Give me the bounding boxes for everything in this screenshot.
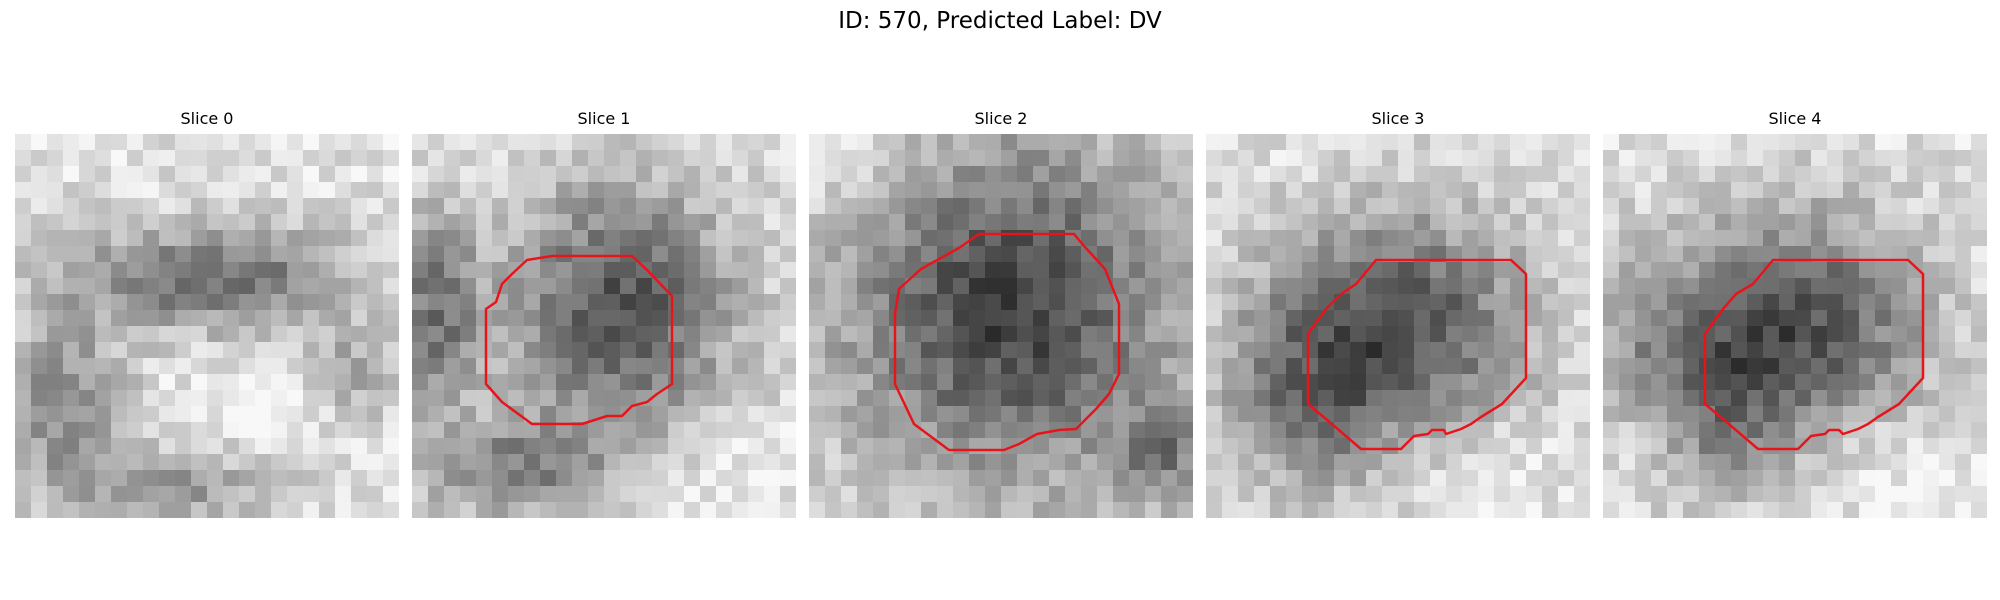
panel-title: Slice 4 xyxy=(1768,109,1822,128)
segmentation-contour xyxy=(1306,258,1528,451)
segmentation-contour xyxy=(893,232,1121,452)
panel-title: Slice 2 xyxy=(974,109,1028,128)
segmentation-contour xyxy=(484,254,674,426)
slice-1-image xyxy=(412,134,796,518)
figure-title: ID: 570, Predicted Label: DV xyxy=(838,8,1162,34)
panel-title: Slice 0 xyxy=(180,109,234,128)
segmentation-contour xyxy=(1703,258,1925,451)
slice-4-image xyxy=(1603,134,1987,518)
slice-0-image xyxy=(15,134,399,518)
slice-3-image xyxy=(1206,134,1590,518)
slice-2-image xyxy=(809,134,1193,518)
panel-title: Slice 1 xyxy=(577,109,631,128)
panel-title: Slice 3 xyxy=(1371,109,1425,128)
